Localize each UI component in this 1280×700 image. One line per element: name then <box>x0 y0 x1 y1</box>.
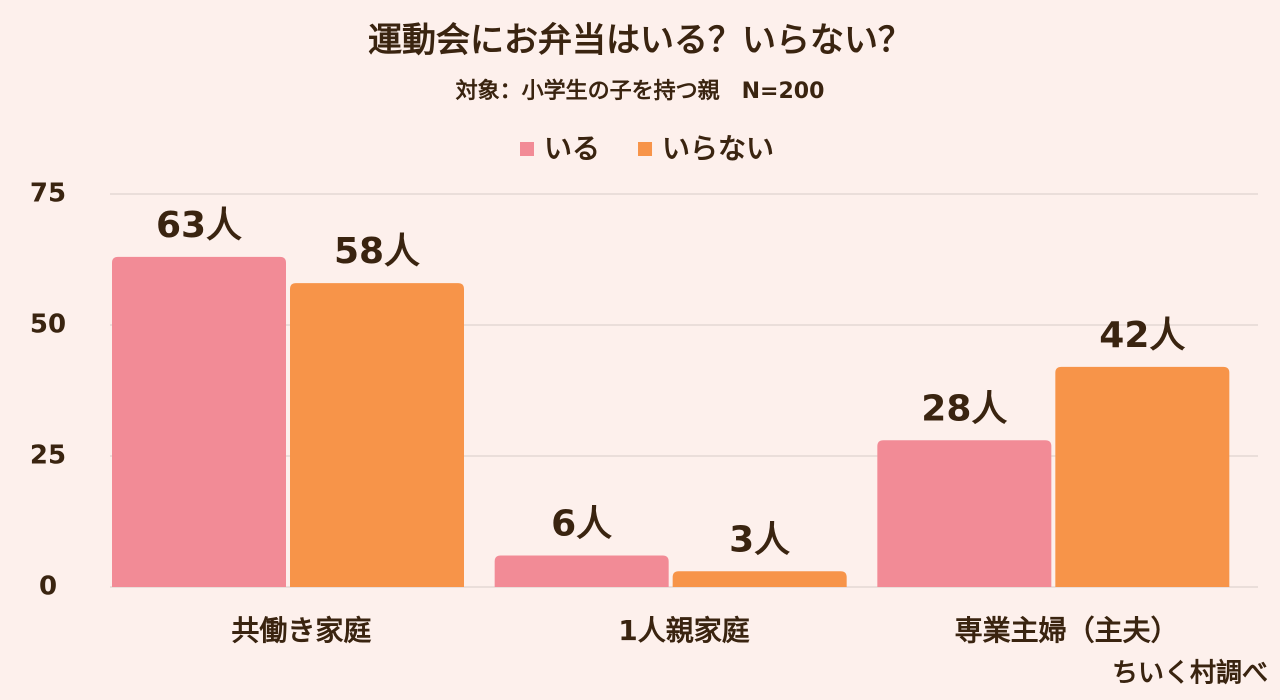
y-tick-label: 25 <box>30 441 66 471</box>
value-label: 58人 <box>334 231 420 272</box>
bar <box>290 283 464 587</box>
x-tick-label: 共働き家庭 <box>231 614 371 647</box>
value-label: 3人 <box>729 519 790 560</box>
legend-label: いる <box>544 132 600 165</box>
bar <box>494 555 669 587</box>
legend-swatch <box>638 142 653 156</box>
chart-subtitle: 対象：小学生の子を持つ親 N=200 <box>456 78 825 104</box>
legend-label: いらない <box>662 132 774 165</box>
value-label: 6人 <box>551 504 612 545</box>
bar <box>672 571 847 587</box>
legend-swatch <box>520 142 534 156</box>
value-label: 63人 <box>156 205 242 246</box>
bar <box>112 256 286 587</box>
bar <box>1055 366 1230 587</box>
bar <box>877 440 1052 587</box>
y-tick-label: 0 <box>39 572 57 602</box>
y-tick-label: 50 <box>30 310 66 340</box>
x-tick-label: 専業主婦（主夫） <box>955 614 1179 647</box>
source: ちいく村調べ <box>1112 658 1268 689</box>
value-label: 28人 <box>921 388 1007 429</box>
y-tick-label: 75 <box>30 179 66 209</box>
x-tick-label: 1人親家庭 <box>618 614 749 647</box>
chart-title: 運動会にお弁当はいる？いらない？ <box>368 21 912 61</box>
value-label: 42人 <box>1099 315 1185 356</box>
